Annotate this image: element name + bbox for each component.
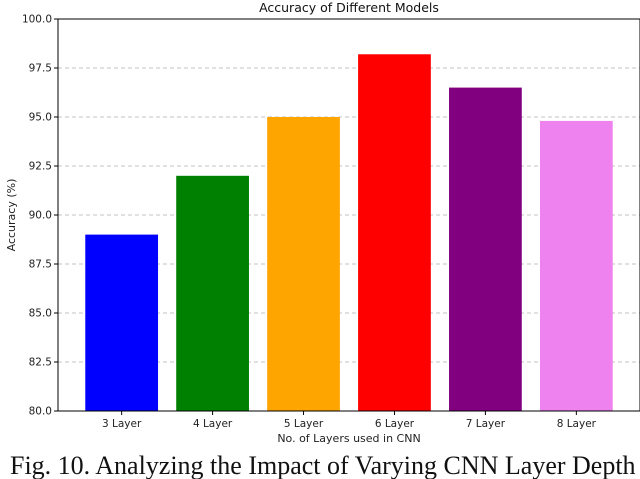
- bar-3-layer: [85, 234, 159, 411]
- y-tick-label: 97.5: [29, 63, 52, 75]
- y-tick-label: 87.5: [29, 259, 52, 271]
- x-axis-label: No. of Layers used in CNN: [277, 432, 420, 445]
- x-tick-label: 6 Layer: [375, 418, 415, 430]
- bar-8-layer: [539, 120, 613, 412]
- x-axis-ticks: 3 Layer 4 Layer 5 Layer 6 Layer 7 Layer 8 Lay…: [102, 411, 597, 430]
- y-axis-ticks: 80.0 82.5 85.0 87.5 90.0 92.5 95.0 97.5 100.0: [22, 14, 58, 418]
- bar-layer: [85, 54, 613, 412]
- figure-caption: Fig. 10. Analyzing the Impact of Varying…: [10, 451, 636, 479]
- y-tick-label: 92.5: [29, 161, 52, 173]
- y-tick-label: 85.0: [29, 308, 52, 320]
- x-tick-label: 7 Layer: [466, 418, 506, 430]
- y-tick-label: 95.0: [29, 112, 52, 124]
- y-tick-label: 100.0: [22, 14, 52, 26]
- x-tick-label: 8 Layer: [557, 418, 597, 430]
- y-tick-label: 90.0: [29, 210, 52, 222]
- y-axis-label: Accuracy (%): [5, 179, 18, 252]
- x-tick-label: 4 Layer: [193, 418, 233, 430]
- bar-4-layer: [176, 175, 249, 411]
- bar-5-layer: [267, 117, 340, 411]
- y-tick-label: 82.5: [29, 357, 52, 369]
- bar-7-layer: [449, 87, 522, 411]
- y-tick-label: 80.0: [29, 406, 52, 418]
- chart-title: Accuracy of Different Models: [259, 0, 439, 15]
- bar-6-layer: [358, 54, 431, 411]
- x-tick-label: 3 Layer: [102, 418, 142, 430]
- x-tick-label: 5 Layer: [284, 418, 324, 430]
